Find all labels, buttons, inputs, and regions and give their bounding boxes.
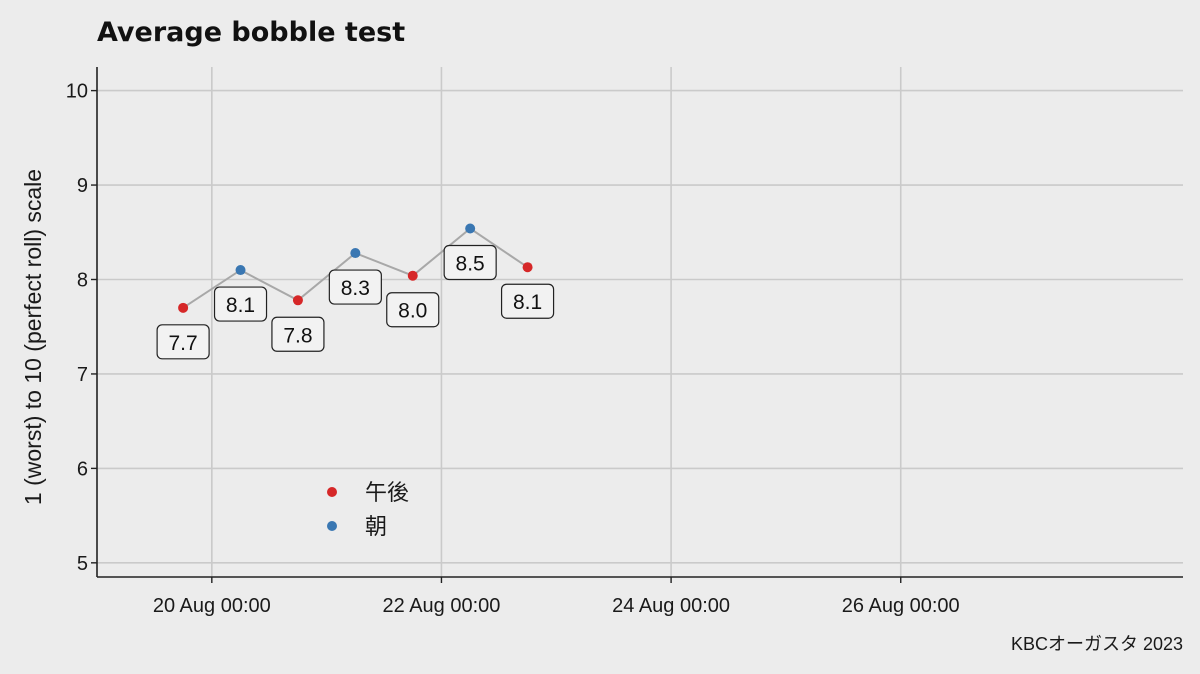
data-point [292,295,303,306]
y-axis-ticks: 5 6 7 8 9 10 [66,81,97,575]
x-tick-label: 24 Aug 00:00 [612,595,730,617]
x-tick-label: 22 Aug 00:00 [383,595,501,617]
data-point [407,270,418,281]
grid-lines [97,67,1183,577]
y-tick-label: 10 [66,81,88,103]
data-label: 8.1 [226,294,255,317]
series-layer: 7.7 8.1 7.8 8.3 8.0 8.5 8.1 [156,223,555,360]
chart-title: Average bobble test [97,17,405,48]
legend-label: 午後 [365,481,409,506]
data-point [522,262,533,273]
data-label-box [443,244,497,281]
y-tick-label: 8 [77,270,88,292]
legend-marker [327,521,337,531]
caption: KBCオーガスタ 2023 [1011,634,1183,654]
data-point [235,265,246,276]
data-point [465,223,476,234]
x-axis-ticks: 20 Aug 00:00 22 Aug 00:00 24 Aug 00:00 26 A… [153,577,960,617]
data-label: 7.7 [169,332,198,355]
data-label-box [386,292,440,328]
data-label: 8.1 [513,291,542,314]
axes [96,67,1183,578]
data-label: 8.5 [456,253,485,276]
y-tick-label: 7 [77,364,88,386]
legend-label: 朝 [365,515,387,540]
data-label-box [271,316,325,352]
data-label-box [328,269,382,305]
data-label: 8.0 [398,300,427,323]
data-label: 7.8 [283,324,312,347]
y-axis-label: 1 (worst) to 10 (perfect roll) scale [20,169,46,505]
x-tick-label: 26 Aug 00:00 [842,595,960,617]
data-label-box [213,286,268,322]
legend-marker [327,487,337,497]
legend: 午後朝 [327,481,409,540]
data-point [350,248,361,259]
y-tick-label: 5 [77,553,88,575]
y-tick-label: 6 [77,458,88,480]
y-tick-label: 9 [77,175,88,197]
data-label-box [500,283,555,319]
data-label: 8.3 [341,277,370,300]
x-tick-label: 20 Aug 00:00 [153,595,271,617]
data-label-box [156,324,210,360]
data-point [178,302,189,313]
